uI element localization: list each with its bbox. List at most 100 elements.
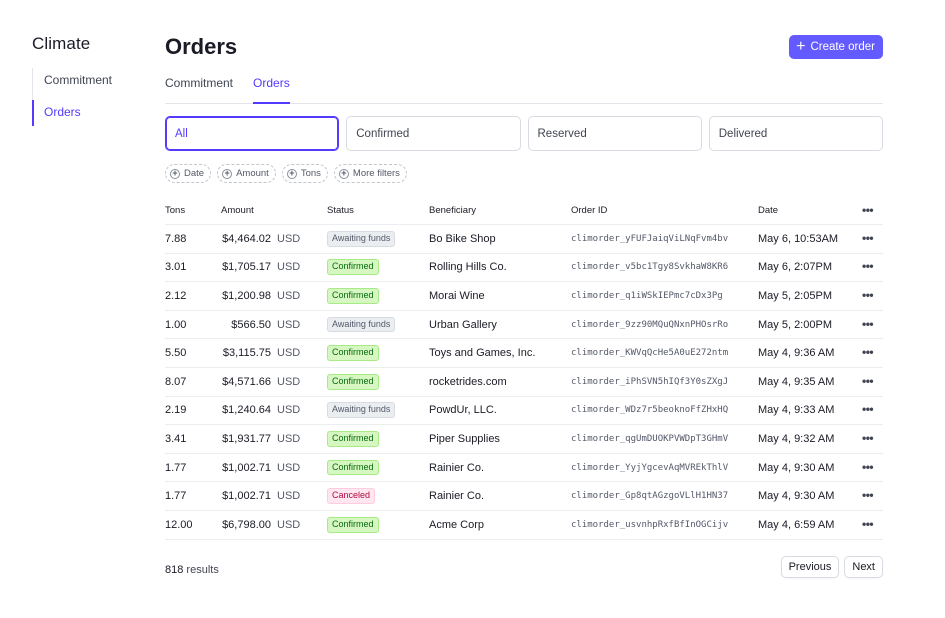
cell-order-id: climorder_v5bc1Tgy8SvkhaW8KR6 — [571, 262, 729, 273]
plus-circle-icon: + — [286, 168, 297, 179]
cell-date: May 4, 9:36 AM — [758, 347, 835, 360]
cell-date: May 4, 9:33 AM — [758, 404, 835, 417]
plus-icon: + — [796, 37, 806, 55]
filter-chip-date[interactable]: + Date — [165, 164, 212, 183]
page-title: Orders — [165, 34, 238, 59]
status-badge: Confirmed — [327, 431, 379, 447]
cell-amount: $1,200.98 — [222, 289, 271, 302]
cell-amount: $3,115.75 — [222, 347, 271, 360]
results-label: results — [186, 564, 219, 576]
status-card-confirmed[interactable]: Confirmed — [346, 116, 521, 151]
create-order-label: Create order — [810, 41, 875, 53]
cell-currency: USD — [277, 375, 301, 388]
cell-tons: 2.12 — [165, 289, 187, 302]
table-row[interactable]: 12.00 $6,798.00 USD Acme Corp climorder_usvn… — [165, 511, 883, 540]
cell-currency: USD — [277, 318, 301, 331]
column-header-beneficiary[interactable]: Beneficiary — [429, 205, 476, 216]
status-card-all[interactable]: All — [165, 116, 340, 151]
cell-amount: $1,002.71 — [222, 490, 271, 503]
cell-date: May 4, 9:35 AM — [758, 375, 835, 388]
table-row[interactable]: 7.88 $4,464.02 USD Bo Bike Shop climorder_yF… — [165, 225, 883, 254]
more-horizontal-icon[interactable]: ••• — [862, 373, 874, 388]
cell-beneficiary: Rolling Hills Co. — [429, 261, 507, 274]
tab-bar: Commitment Orders — [165, 72, 883, 104]
filter-chip-amount[interactable]: + Amount — [217, 164, 276, 183]
cell-beneficiary: Toys and Games, Inc. — [429, 347, 536, 360]
more-horizontal-icon[interactable]: ••• — [862, 202, 874, 217]
next-page-button[interactable]: Next — [844, 556, 883, 578]
more-horizontal-icon[interactable]: ••• — [862, 402, 874, 417]
cell-date: May 6, 2:07PM — [758, 261, 832, 274]
filter-chip-tons[interactable]: + Tons — [281, 164, 328, 183]
filter-chip-label: More filters — [352, 168, 400, 179]
filter-chips: + Date + Amount + Tons + More filters — [165, 164, 407, 183]
cell-status: Awaiting funds — [327, 230, 396, 247]
table-row[interactable]: 1.00 $566.50 USD Urban Gallery climorder_9zz… — [165, 311, 883, 340]
cell-amount: $4,571.66 — [222, 375, 271, 388]
cell-amount: $566.50 — [231, 318, 271, 331]
plus-circle-icon: + — [170, 168, 180, 179]
cell-amount: $4,464.02 — [222, 232, 271, 245]
table-row[interactable]: 5.50 $3,115.75 USD Toys and Games, Inc. clim… — [165, 339, 883, 368]
status-badge: Confirmed — [327, 373, 379, 390]
status-badge: Canceled — [327, 488, 376, 505]
sidebar: Climate Commitment Orders — [32, 34, 152, 126]
sidebar-item-commitment[interactable]: Commitment — [44, 73, 113, 87]
more-horizontal-icon[interactable]: ••• — [862, 345, 874, 360]
column-header-order-id[interactable]: Order ID — [571, 205, 608, 216]
cell-order-id: climorder_YyjYgcevAqMVREkThlV — [571, 462, 729, 473]
table-body: 7.88 $4,464.02 USD Bo Bike Shop climorder_yF… — [165, 225, 883, 540]
status-filter-cards: All Confirmed Reserved Delivered — [165, 116, 883, 151]
column-header-date[interactable]: Date — [758, 205, 779, 216]
table-row[interactable]: 8.07 $4,571.66 USD rocketrides.com climorder… — [165, 368, 883, 397]
column-header-amount[interactable]: Amount — [221, 205, 254, 216]
cell-order-id: climorder_q1iWSkIEPmc7cDx3Pg — [571, 290, 723, 301]
cell-amount: $1,705.17 — [222, 261, 271, 274]
cell-currency: USD — [277, 289, 301, 302]
cell-order-id: climorder_WDz7r5beoknoFfZHxHQ — [571, 405, 729, 416]
orders-table: Tons Amount Status Beneficiary Order ID … — [165, 197, 883, 540]
table-row[interactable]: 3.01 $1,705.17 USD Rolling Hills Co. climord… — [165, 254, 883, 283]
cell-status: Confirmed — [327, 516, 379, 533]
create-order-button[interactable]: + Create order — [789, 35, 883, 59]
cell-date: May 6, 10:53AM — [758, 232, 839, 245]
cell-status: Awaiting funds — [327, 402, 396, 419]
more-horizontal-icon[interactable]: ••• — [862, 287, 874, 302]
table-row[interactable]: 2.12 $1,200.98 USD Morai Wine climorder_q1iW… — [165, 282, 883, 311]
tab-commitment[interactable]: Commitment — [165, 76, 234, 90]
column-header-status[interactable]: Status — [327, 205, 354, 216]
more-horizontal-icon[interactable]: ••• — [862, 516, 874, 531]
cell-amount: $1,240.64 — [222, 404, 271, 417]
more-horizontal-icon[interactable]: ••• — [862, 459, 874, 474]
cell-order-id: climorder_Gp8qtAGzgoVLlH1HN37 — [571, 491, 729, 502]
cell-beneficiary: Bo Bike Shop — [429, 232, 496, 245]
table-row[interactable]: 1.77 $1,002.71 USD Rainier Co. climorder_Yyj… — [165, 454, 883, 483]
more-horizontal-icon[interactable]: ••• — [862, 259, 874, 274]
cell-tons: 5.50 — [165, 347, 187, 360]
more-horizontal-icon[interactable]: ••• — [862, 430, 874, 445]
tab-orders[interactable]: Orders — [253, 72, 290, 104]
table-row[interactable]: 2.19 $1,240.64 USD PowdUr, LLC. climorder_WD… — [165, 397, 883, 426]
more-horizontal-icon[interactable]: ••• — [862, 488, 874, 503]
table-row[interactable]: 3.41 $1,931.77 USD Piper Supplies climorder_… — [165, 425, 883, 454]
previous-page-button[interactable]: Previous — [780, 556, 840, 578]
cell-beneficiary: Urban Gallery — [429, 318, 497, 331]
sidebar-item-orders[interactable]: Orders — [32, 99, 152, 126]
status-card-delivered[interactable]: Delivered — [708, 116, 883, 151]
cell-currency: USD — [277, 232, 301, 245]
filter-chip-more-filters[interactable]: + More filters — [333, 164, 407, 183]
cell-beneficiary: Morai Wine — [429, 289, 485, 302]
table-row[interactable]: 1.77 $1,002.71 USD Rainier Co. climorder_Gp8… — [165, 482, 883, 511]
more-horizontal-icon[interactable]: ••• — [862, 230, 874, 245]
more-horizontal-icon[interactable]: ••• — [862, 316, 874, 331]
cell-beneficiary: PowdUr, LLC. — [429, 404, 497, 417]
column-header-tons[interactable]: Tons — [165, 205, 186, 216]
sidebar-nav: Commitment Orders — [32, 68, 152, 126]
filter-chip-label: Tons — [300, 168, 321, 179]
cell-order-id: climorder_iPhSVN5hIQf3Y0sZXgJ — [571, 376, 729, 387]
status-card-reserved[interactable]: Reserved — [527, 116, 702, 151]
cell-beneficiary: Rainier Co. — [429, 490, 485, 503]
cell-status: Canceled — [327, 488, 376, 505]
cell-status: Confirmed — [327, 431, 379, 447]
cell-order-id: climorder_yFUFJaiqViLNqFvm4bv — [571, 233, 729, 244]
